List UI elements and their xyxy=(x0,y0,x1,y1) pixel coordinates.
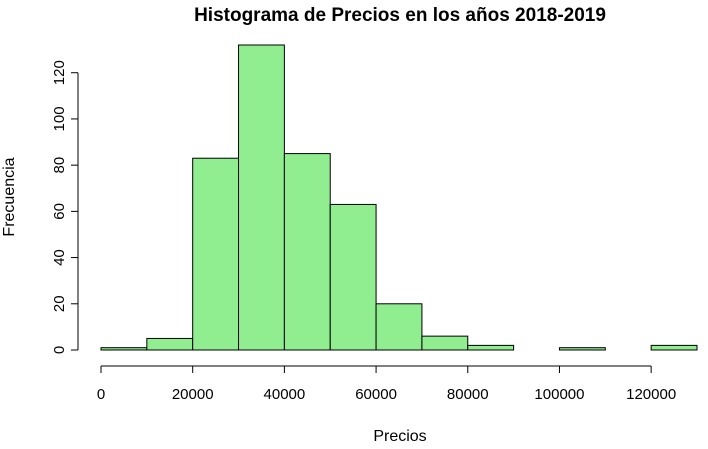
y-tick-label: 100 xyxy=(51,106,68,131)
chart-title: Histograma de Precios en los años 2018-2… xyxy=(194,5,606,26)
histogram-bar xyxy=(650,344,698,351)
y-axis: 0 20 40 60 80 100 120 xyxy=(51,60,79,354)
y-tick-label: 40 xyxy=(51,249,68,266)
histogram-bar xyxy=(421,335,469,351)
x-axis: 0 20000 40000 60000 80000 100000 120000 xyxy=(97,365,676,403)
y-tick-label: 20 xyxy=(51,295,68,312)
x-tick-label: 120000 xyxy=(626,386,676,403)
histogram-bar xyxy=(329,203,377,351)
histogram-bar xyxy=(238,44,285,351)
histogram-bar xyxy=(283,153,331,351)
bars-group xyxy=(100,44,698,351)
x-tick-label: 40000 xyxy=(264,386,306,403)
y-tick-label: 60 xyxy=(51,203,68,220)
y-tick-label: 0 xyxy=(51,346,68,354)
histogram-bar xyxy=(146,337,194,351)
y-tick-label: 80 xyxy=(51,157,68,174)
histogram-bar xyxy=(558,347,606,351)
histogram-bar xyxy=(192,157,240,351)
histogram-bar xyxy=(375,303,423,351)
x-tick-label: 20000 xyxy=(172,386,214,403)
x-tick-label: 100000 xyxy=(534,386,584,403)
y-axis-label: Frecuencia xyxy=(1,157,18,236)
y-tick-label: 120 xyxy=(51,60,68,85)
x-axis-label: Precios xyxy=(373,428,426,445)
x-tick-label: 0 xyxy=(97,386,105,403)
x-tick-label: 60000 xyxy=(355,386,397,403)
x-tick-label: 80000 xyxy=(447,386,489,403)
histogram-bar xyxy=(467,344,515,351)
histogram-bar xyxy=(100,347,148,351)
